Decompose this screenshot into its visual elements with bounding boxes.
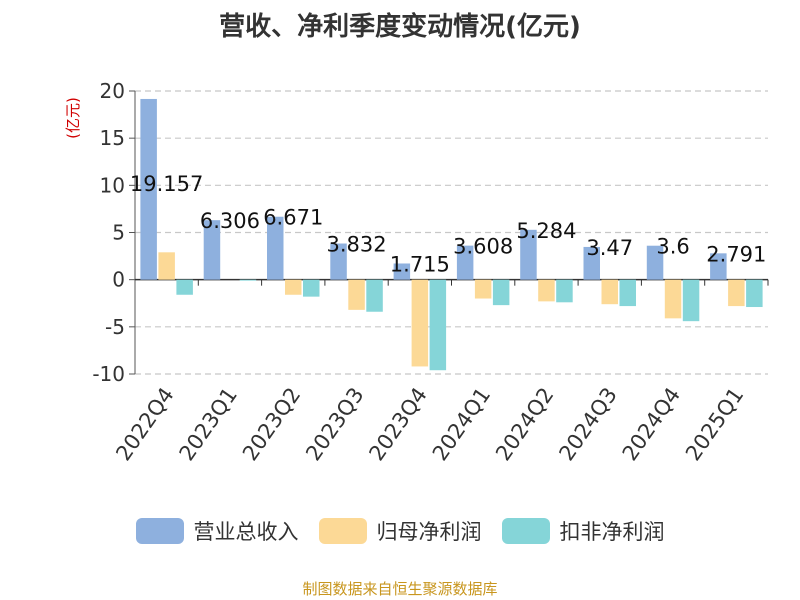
bar-2023Q4-series-1[interactable]	[411, 279, 429, 367]
legend-item-revenue[interactable]: 营业总收入	[135, 516, 299, 546]
bar-2024Q4-series-0[interactable]	[646, 245, 664, 280]
legend-item-deducted-profit[interactable]: 扣非净利润	[501, 516, 665, 546]
bars	[140, 98, 763, 371]
x-tick-label: 2024Q3	[554, 383, 621, 465]
x-tick-label: 2022Q4	[111, 383, 178, 465]
bar-2023Q4-series-2[interactable]	[429, 279, 447, 371]
bar-2024Q3-series-1[interactable]	[601, 279, 619, 305]
y-tick-label: 15	[100, 126, 125, 150]
legend-swatch-deducted-profit	[501, 518, 550, 544]
bar-2024Q1-series-1[interactable]	[474, 279, 492, 299]
y-tick-label: 20	[100, 79, 125, 103]
bar-2023Q2-series-2[interactable]	[303, 279, 320, 297]
bar-2023Q1-series-2[interactable]	[239, 279, 257, 281]
y-tick-label: 0	[112, 268, 125, 292]
legend-label-revenue: 营业总收入	[193, 520, 299, 544]
bar-2024Q3-series-0[interactable]	[583, 246, 601, 280]
bar-2022Q4-series-0[interactable]	[140, 98, 157, 280]
data-label: 6.306	[200, 209, 260, 233]
x-tick-label: 2023Q1	[175, 383, 242, 465]
data-label: 1.715	[390, 252, 450, 276]
bar-2024Q2-series-2[interactable]	[556, 279, 573, 303]
bar-2024Q4-series-1[interactable]	[664, 279, 682, 319]
data-label: 3.6	[656, 235, 689, 259]
bar-2022Q4-series-2[interactable]	[176, 279, 193, 295]
data-label: 3.47	[586, 236, 633, 260]
x-tick-label: 2024Q4	[618, 383, 685, 465]
legend-label-net-profit: 归母净利润	[376, 520, 482, 544]
x-tick-label: 2023Q2	[238, 383, 305, 465]
y-tick-label: -5	[105, 315, 125, 339]
bar-2024Q4-series-2[interactable]	[682, 279, 700, 322]
chart-plot: 20151050-5-102022Q42023Q12023Q22023Q3202…	[64, 79, 769, 465]
legend-item-net-profit[interactable]: 归母净利润	[318, 516, 482, 546]
bar-2024Q2-series-1[interactable]	[538, 279, 555, 302]
data-label: 6.671	[263, 206, 323, 230]
source-note: 制图数据来自恒生聚源数据库	[302, 580, 498, 598]
bar-2022Q4-series-1[interactable]	[158, 252, 175, 280]
x-tick-label: 2024Q2	[491, 383, 558, 465]
bar-2024Q3-series-2[interactable]	[619, 279, 637, 307]
legend-swatch-revenue	[135, 518, 184, 544]
chart-title: 营收、净利季度变动情况(亿元)	[219, 12, 581, 42]
x-tick-label: 2023Q4	[364, 383, 431, 465]
data-label: 19.157	[130, 172, 203, 196]
data-label: 2.791	[706, 242, 766, 266]
x-tick-label: 2023Q3	[301, 383, 368, 465]
bar-2024Q1-series-0[interactable]	[456, 245, 474, 280]
x-tick-label: 2025Q1	[681, 383, 748, 465]
data-label: 5.284	[516, 219, 576, 243]
bar-2023Q4-series-0[interactable]	[393, 263, 411, 280]
bar-2025Q1-series-1[interactable]	[728, 279, 745, 307]
bar-2025Q1-series-0[interactable]	[710, 253, 727, 280]
bar-2023Q2-series-0[interactable]	[267, 216, 284, 280]
data-label: 3.832	[326, 233, 386, 257]
y-tick-label: 5	[112, 221, 125, 245]
data-label: 3.608	[453, 235, 513, 259]
legend-label-deducted-profit: 扣非净利润	[559, 520, 665, 544]
bar-2023Q3-series-2[interactable]	[366, 279, 383, 312]
y-axis-label: (亿元)	[64, 97, 82, 139]
bar-2023Q1-series-0[interactable]	[203, 220, 221, 280]
legend-swatch-net-profit	[318, 518, 367, 544]
bar-2023Q2-series-1[interactable]	[285, 279, 302, 295]
bar-2023Q3-series-1[interactable]	[348, 279, 365, 310]
bar-2024Q1-series-2[interactable]	[492, 279, 510, 306]
y-tick-label: 10	[100, 173, 125, 197]
bar-2024Q2-series-0[interactable]	[520, 229, 537, 280]
bar-2025Q1-series-2[interactable]	[746, 279, 763, 308]
bar-2023Q3-series-0[interactable]	[330, 243, 347, 280]
legend: 营业总收入 归母净利润 扣非净利润	[0, 516, 800, 546]
y-tick-label: -10	[92, 362, 125, 386]
grid-lines	[135, 90, 768, 375]
x-tick-label: 2024Q1	[428, 383, 495, 465]
